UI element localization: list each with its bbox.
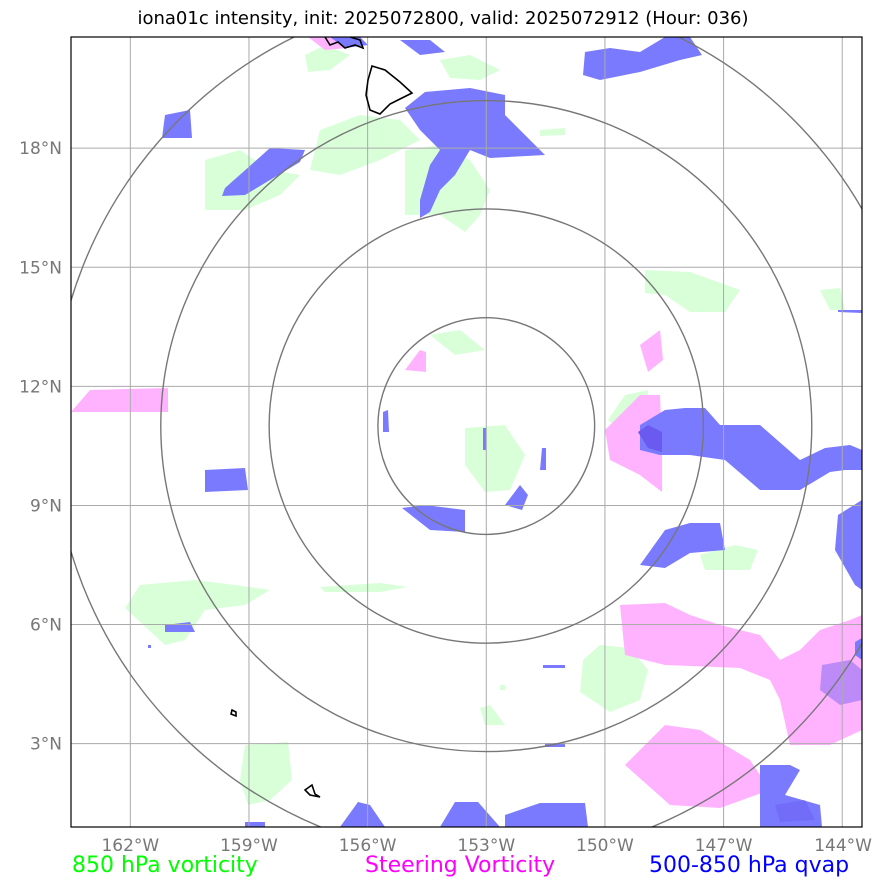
steering-vorticity-fill — [71, 37, 862, 808]
longitude-label: 156°W — [339, 836, 397, 856]
map-fields — [71, 37, 862, 827]
longitude-label: 147°W — [695, 836, 753, 856]
latitude-labels: 18°N 15°N 12°N 9°N 6°N 3°N — [19, 139, 62, 754]
map-title: iona01c intensity, init: 2025072800, val… — [137, 8, 749, 29]
storm-range-rings — [71, 37, 862, 827]
islet-coastline — [230, 708, 237, 718]
coastlines — [230, 37, 414, 798]
longitude-label: 159°W — [220, 836, 278, 856]
latitude-label: 9°N — [30, 496, 62, 516]
map-frame — [70, 36, 863, 828]
maui-coastline — [324, 37, 365, 50]
islet-coastline — [303, 783, 321, 798]
legend-steering-vorticity: Steering Vorticity — [365, 853, 556, 878]
range-ring — [268, 208, 705, 644]
longitude-label: 153°W — [457, 836, 515, 856]
range-ring — [160, 99, 813, 753]
range-ring — [377, 316, 596, 536]
longitude-labels: 162°W 159°W 156°W 153°W 150°W 147°W 144°W — [101, 836, 872, 856]
latitude-label: 6°N — [30, 616, 62, 636]
map-gridlines — [71, 37, 862, 827]
overlap-fill — [638, 425, 862, 822]
latitude-label: 12°N — [19, 377, 62, 397]
legend-850-vorticity: 850 hPa vorticity — [72, 853, 258, 878]
big-island-coastline — [365, 64, 414, 115]
longitude-label: 144°W — [814, 836, 872, 856]
latitude-label: 18°N — [19, 139, 62, 159]
latitude-label: 3°N — [30, 735, 62, 755]
legend-qvap: 500-850 hPa qvap — [649, 853, 850, 878]
latitude-label: 15°N — [19, 258, 62, 278]
longitude-label: 162°W — [101, 836, 159, 856]
longitude-label: 150°W — [576, 836, 634, 856]
